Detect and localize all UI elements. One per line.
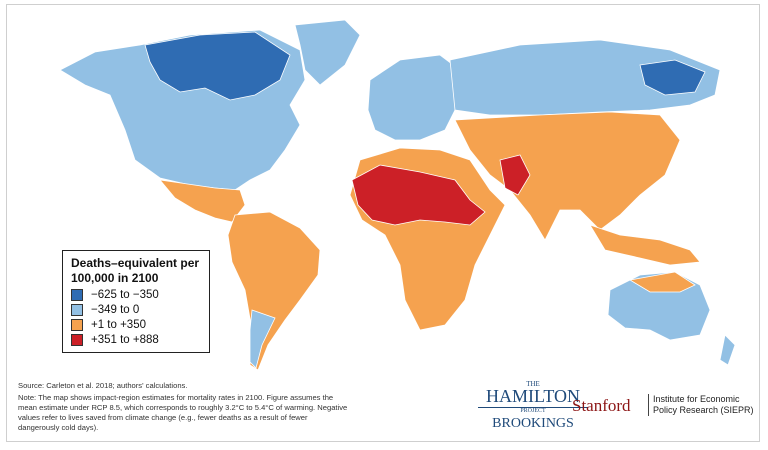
regions (59, 19, 736, 371)
logo-siepr: Institute for Economic Policy Research (… (648, 394, 763, 416)
source: Source: Carleton et al. 2018; authors' c… (18, 381, 188, 390)
south-cone (249, 309, 276, 369)
legend-item: −349 to 0 (71, 304, 201, 316)
logo-project: PROJECT (520, 408, 546, 414)
sahel (351, 164, 486, 226)
legend-label: −625 to −350 (91, 289, 159, 301)
legend-title: Deaths–equivalent per 100,000 in 2100 (71, 256, 200, 285)
southeast-asia (589, 224, 701, 266)
legend-item: +1 to +350 (71, 319, 201, 331)
logo-the: THE (526, 380, 540, 388)
legend-item: +351 to +888 (71, 334, 201, 346)
legend-label: −349 to 0 (91, 304, 140, 316)
legend-swatch (71, 334, 83, 346)
central-america (159, 179, 246, 223)
pakistan (499, 154, 531, 196)
legend-label: +1 to +350 (91, 319, 146, 331)
russia (449, 39, 721, 116)
world-map (59, 19, 736, 371)
canada-north (144, 31, 291, 101)
australia-north (628, 271, 696, 293)
frame (6, 4, 760, 442)
legend-label: +351 to +888 (91, 334, 159, 346)
south-america (227, 211, 321, 371)
greenland (294, 19, 361, 86)
legend: Deaths–equivalent per 100,000 in 2100 −6… (62, 250, 210, 353)
europe (367, 54, 461, 141)
legend-swatch (71, 304, 83, 316)
new-zealand (719, 334, 736, 366)
logo-stanford: Stanford (572, 396, 631, 415)
legend-item: −625 to −350 (71, 289, 201, 301)
logo-brookings: BROOKINGS (492, 416, 574, 431)
logo-hamilton: HAMILTON (478, 386, 588, 408)
note: Note: The map shows impact-region estima… (18, 393, 348, 432)
legend-swatch (71, 319, 83, 331)
legend-swatch (71, 289, 83, 301)
russia-east (639, 59, 706, 96)
